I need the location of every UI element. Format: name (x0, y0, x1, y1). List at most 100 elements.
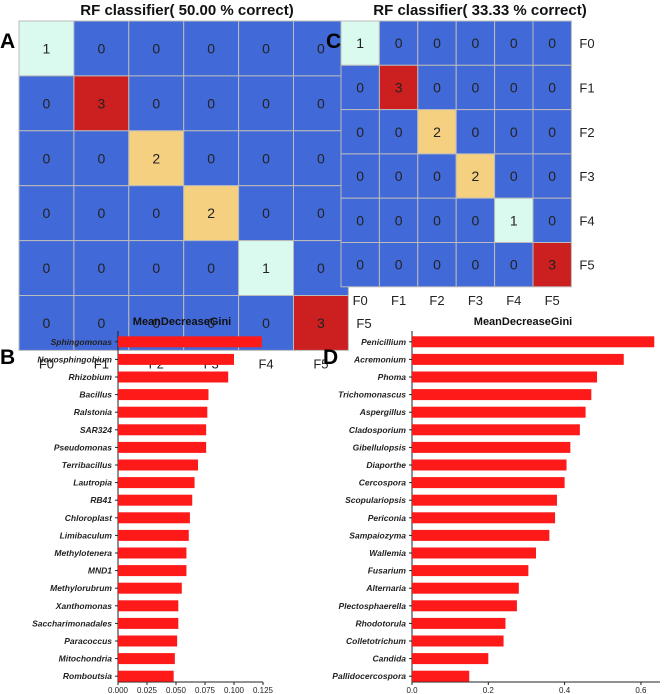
cell-value-A-4-5: 0 (317, 260, 325, 276)
category-label-D-19: Pallidocercospora (332, 671, 406, 681)
cell-value-C-2-0: 0 (356, 124, 364, 140)
category-label-B-1: Novosphingobium (37, 354, 112, 364)
cell-value-A-4-3: 0 (207, 260, 215, 276)
cell-value-C-1-4: 0 (510, 79, 518, 95)
category-label-B-14: Methylorubrum (50, 583, 112, 593)
category-label-D-8: Cercospora (359, 478, 407, 488)
cell-value-A-5-2: 0 (152, 315, 160, 331)
bar-B-18 (118, 653, 175, 665)
matrix-cell-C-4-2 (417, 197, 457, 243)
bar-B-12 (118, 547, 187, 559)
panel-letter-A: A (0, 30, 15, 53)
bar-D-0 (412, 336, 655, 348)
bar-D-17 (412, 635, 504, 647)
cell-value-A-4-4: 1 (262, 260, 270, 276)
matrix-cell-C-4-1 (378, 197, 419, 243)
cell-value-A-3-0: 0 (43, 205, 51, 221)
cell-value-A-5-5: 3 (317, 315, 325, 331)
matrix-cell-C-1-2 (417, 64, 457, 111)
matrix-cell-A-1-3 (183, 75, 240, 132)
matrix-cell-A-4-2 (128, 240, 185, 297)
category-label-B-6: Pseudomonas (54, 442, 112, 452)
bar-B-19 (118, 670, 174, 682)
category-label-B-3: Bacillus (79, 390, 112, 400)
cell-value-C-1-0: 0 (356, 79, 364, 95)
cell-value-A-1-3: 0 (207, 95, 215, 111)
category-label-D-2: Phoma (378, 372, 407, 382)
matrix-cell-A-5-0 (18, 295, 75, 351)
cell-value-C-4-5: 0 (548, 212, 556, 228)
row-label-C-1: F1 (579, 80, 594, 95)
bar-B-13 (118, 565, 187, 577)
cell-value-C-4-2: 0 (433, 212, 441, 228)
cell-value-C-3-5: 0 (548, 168, 556, 184)
category-label-D-12: Wallemia (369, 548, 406, 558)
cell-value-A-2-3: 0 (207, 150, 215, 166)
cell-value-A-1-5: 0 (317, 95, 325, 111)
bar-D-9 (412, 494, 557, 506)
cell-value-C-2-1: 0 (395, 124, 403, 140)
x-tick-label-B-2: 0.050 (166, 686, 187, 694)
cell-value-C-4-1: 0 (395, 212, 403, 228)
bar-B-9 (118, 494, 193, 506)
matrix-cell-C-1-0 (340, 64, 380, 111)
cell-value-A-2-0: 0 (43, 150, 51, 166)
col-label-C-2: F2 (429, 293, 444, 308)
matrix-cell-A-5-5 (293, 295, 349, 351)
panel-letter-C: C (326, 30, 341, 53)
cell-value-A-3-1: 0 (97, 205, 105, 221)
category-label-D-0: Penicillium (361, 337, 406, 347)
matrix-cell-A-3-1 (73, 185, 130, 242)
cell-value-C-5-1: 0 (395, 257, 403, 273)
cell-value-A-0-2: 0 (152, 40, 160, 56)
chart-title-C: RF classifier( 33.33 % correct) (373, 2, 586, 19)
category-label-D-14: Alternaria (365, 583, 406, 593)
matrix-cell-C-4-4 (494, 197, 534, 243)
col-label-C-4: F4 (506, 293, 521, 308)
cell-value-A-5-0: 0 (43, 315, 51, 331)
category-label-B-16: Saccharimonadales (32, 618, 112, 628)
x-tick-label-D-3: 0.6 (635, 686, 647, 694)
category-label-B-17: Paracoccus (64, 636, 112, 646)
bar-B-11 (118, 529, 189, 541)
cell-value-C-3-0: 0 (356, 168, 364, 184)
category-label-B-15: Xanthomonas (55, 601, 112, 611)
cell-value-C-5-5: 3 (548, 257, 556, 273)
matrix-cell-A-4-0 (18, 240, 75, 297)
bar-B-16 (118, 617, 179, 629)
matrix-cell-C-3-0 (340, 153, 380, 199)
bar-B-8 (118, 477, 195, 489)
matrix-cell-A-3-4 (238, 185, 295, 242)
matrix-cell-A-2-3 (183, 130, 240, 187)
cell-value-C-2-2: 2 (433, 124, 441, 140)
cell-value-C-5-3: 0 (472, 257, 480, 273)
cell-value-C-3-1: 0 (395, 168, 403, 184)
bar-B-1 (118, 353, 234, 365)
col-label-A-1: F1 (94, 356, 109, 371)
cell-value-A-0-5: 0 (317, 40, 325, 56)
cell-value-C-4-4: 1 (510, 212, 518, 228)
row-label-C-5: F5 (579, 258, 594, 273)
bar-B-2 (118, 371, 229, 383)
matrix-cell-A-3-3 (183, 185, 240, 242)
matrix-cell-C-3-5 (532, 153, 572, 199)
category-label-D-9: Scopulariopsis (345, 495, 406, 505)
cell-value-C-0-1: 0 (395, 35, 403, 51)
cell-value-A-1-1: 3 (97, 95, 105, 111)
cell-value-C-0-2: 0 (433, 35, 441, 51)
cell-value-C-3-2: 0 (433, 168, 441, 184)
x-tick-label-D-0: 0.0 (406, 686, 418, 694)
matrix-cell-C-0-5 (532, 20, 572, 66)
bar-B-0 (118, 336, 262, 348)
matrix-cell-C-0-2 (417, 20, 457, 66)
matrix-cell-A-4-3 (183, 240, 240, 297)
bar-B-3 (118, 389, 209, 401)
x-tick-label-B-3: 0.075 (195, 686, 216, 694)
bar-D-8 (412, 477, 565, 489)
bar-D-2 (412, 371, 598, 383)
cell-value-C-1-2: 0 (433, 79, 441, 95)
category-label-B-18: Mitochondria (59, 654, 113, 664)
cell-value-A-4-2: 0 (152, 260, 160, 276)
bar-D-14 (412, 582, 519, 594)
category-label-B-2: Rhizobium (69, 372, 113, 382)
